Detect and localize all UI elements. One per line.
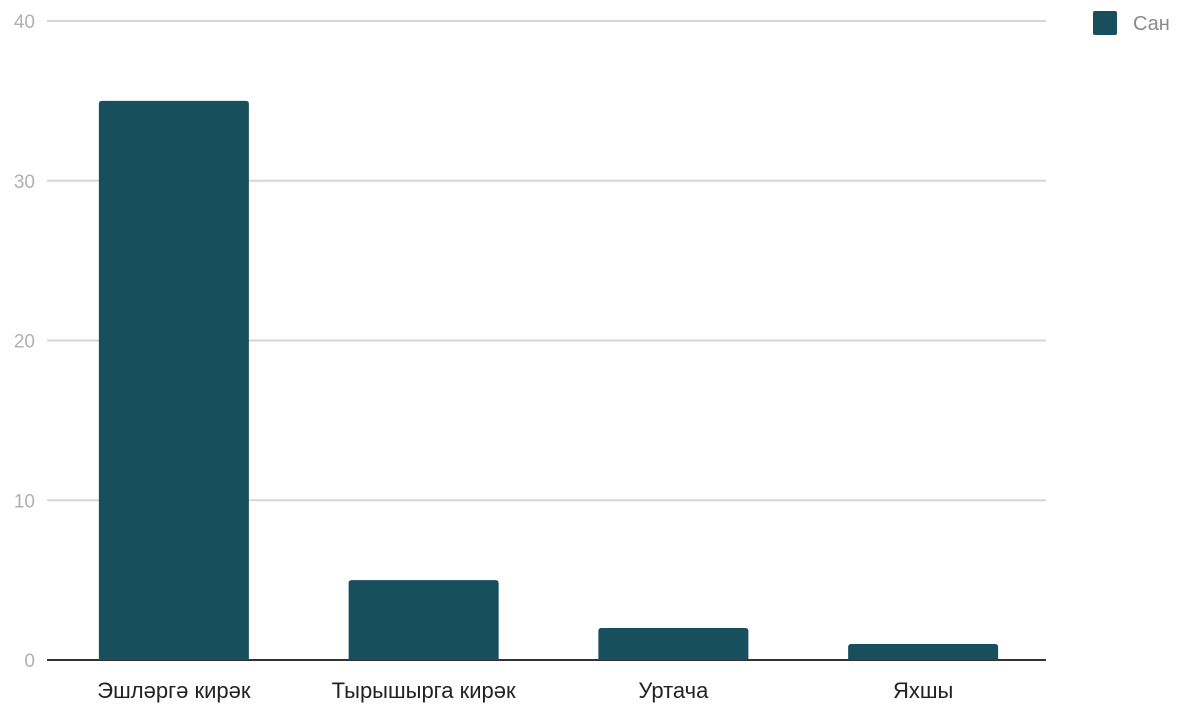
- bars: [98, 100, 999, 660]
- x-tick-label: Эшләргә кирәк: [97, 678, 251, 703]
- y-axis-ticks: 0 10 20 30 40: [14, 12, 35, 672]
- legend: Сан: [1093, 11, 1170, 35]
- y-tick-label: 0: [24, 651, 35, 672]
- x-tick-label: Тырышырга кирәк: [332, 678, 516, 703]
- bar-1: [98, 100, 249, 660]
- legend-label-san: Сан: [1133, 13, 1170, 35]
- x-tick-label: Уртача: [638, 678, 709, 703]
- x-axis-ticks: Эшләргә кирәк Тырышырга кирәк Уртача Яхшы: [97, 678, 953, 703]
- y-tick-label: 40: [14, 12, 35, 33]
- bar-2: [348, 580, 499, 660]
- x-tick-label: Яхшы: [893, 678, 953, 703]
- y-tick-label: 30: [14, 172, 35, 193]
- y-tick-label: 20: [14, 332, 35, 353]
- y-tick-label: 10: [14, 491, 35, 512]
- bar-3: [598, 628, 749, 660]
- legend-swatch: [1093, 11, 1117, 35]
- bar-4: [848, 644, 999, 660]
